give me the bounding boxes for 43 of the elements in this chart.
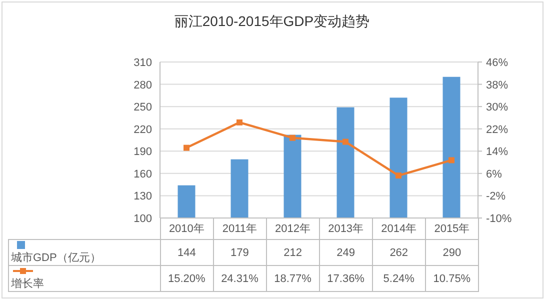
data-label: 249 bbox=[319, 240, 372, 266]
y-tick-label: 160 bbox=[134, 168, 152, 180]
x-tick-label: 2010年 bbox=[160, 218, 214, 240]
y-tick-label: 310 bbox=[134, 57, 152, 69]
data-label: 262 bbox=[372, 240, 426, 266]
y-tick-label: 220 bbox=[134, 124, 152, 136]
data-label: 24.31% bbox=[213, 266, 266, 292]
chart-title: 丽江2010-2015年GDP变动趋势 bbox=[174, 13, 370, 29]
point bbox=[290, 134, 296, 141]
data-label: 10.75% bbox=[425, 266, 478, 292]
y2-tick-label: -10% bbox=[486, 213, 512, 225]
point bbox=[342, 138, 348, 145]
data-label: 17.36% bbox=[319, 266, 372, 292]
x-tick-label: 2015年 bbox=[425, 218, 478, 240]
y2-tick-label: 30% bbox=[486, 102, 508, 114]
point bbox=[184, 144, 190, 151]
legend-label: 城市GDP（亿元） bbox=[11, 252, 101, 264]
point bbox=[236, 119, 242, 126]
y2-tick-label: 46% bbox=[486, 57, 508, 69]
x-tick-label: 2011年 bbox=[213, 218, 266, 240]
y-tick-label: 100 bbox=[134, 213, 152, 225]
y2-tick-label: 6% bbox=[486, 168, 502, 180]
data-label: 179 bbox=[213, 240, 266, 266]
y2-tick-label: 22% bbox=[486, 124, 508, 136]
data-label: 5.24% bbox=[372, 266, 426, 292]
data-label: 212 bbox=[266, 240, 320, 266]
data-label: 290 bbox=[425, 240, 478, 266]
y-tick-label: 190 bbox=[134, 146, 152, 158]
data-label: 18.77% bbox=[266, 266, 320, 292]
point bbox=[448, 157, 454, 164]
x-tick-label: 2013年 bbox=[319, 218, 372, 240]
data-label: 144 bbox=[160, 240, 214, 266]
y-tick-label: 130 bbox=[134, 190, 152, 203]
y-tick-label: 250 bbox=[134, 102, 152, 114]
point bbox=[396, 172, 402, 179]
y2-tick-label: -2% bbox=[486, 190, 506, 203]
x-tick-label: 2012年 bbox=[266, 218, 320, 240]
legend-label: 增长率 bbox=[11, 278, 44, 290]
y2-tick-label: 38% bbox=[486, 79, 508, 92]
y2-tick-label: 14% bbox=[486, 146, 508, 158]
data-label: 15.20% bbox=[160, 266, 214, 292]
y-tick-label: 280 bbox=[134, 79, 152, 92]
x-tick-label: 2014年 bbox=[372, 218, 426, 240]
